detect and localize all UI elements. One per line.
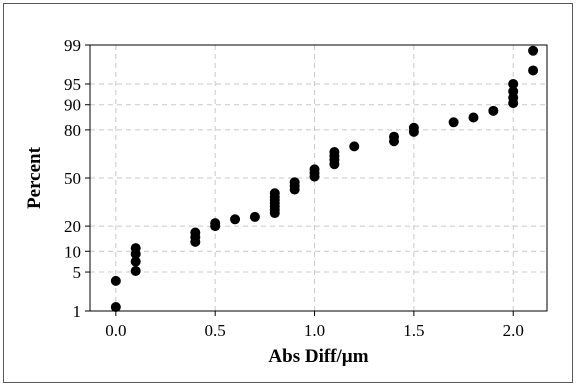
- y-tick-label: 20: [64, 217, 81, 236]
- y-tick-label: 10: [64, 242, 81, 261]
- y-tick-label: 99: [64, 36, 81, 55]
- x-axis-label: Abs Diff/µm: [268, 346, 368, 367]
- data-point: [349, 141, 360, 152]
- y-tick-label: 1: [73, 302, 82, 321]
- data-point: [110, 275, 121, 286]
- data-point: [528, 65, 539, 76]
- x-tick-label: 1.0: [304, 321, 325, 340]
- y-tick-label: 80: [64, 121, 81, 140]
- data-point: [269, 188, 280, 199]
- data-point: [110, 302, 121, 313]
- data-point: [309, 164, 320, 175]
- x-tick-label: 0.5: [205, 321, 226, 340]
- y-tick-label: 90: [64, 96, 81, 115]
- data-point: [408, 122, 419, 133]
- y-tick-label: 50: [64, 169, 81, 188]
- x-tick-label: 0.0: [105, 321, 126, 340]
- x-tick-label: 2.0: [503, 321, 524, 340]
- data-point: [389, 131, 400, 142]
- data-point: [329, 147, 340, 158]
- y-tick-label: 95: [64, 75, 81, 94]
- data-point: [508, 86, 519, 97]
- data-point: [528, 45, 539, 56]
- data-points: [110, 45, 539, 313]
- data-point: [468, 112, 479, 123]
- data-point: [448, 117, 459, 128]
- chart-frame: [3, 3, 573, 383]
- data-point: [130, 256, 141, 267]
- data-point: [249, 211, 260, 222]
- data-point: [190, 227, 201, 238]
- y-tick-label: 5: [73, 263, 82, 282]
- data-point: [488, 105, 499, 116]
- data-point: [508, 78, 519, 89]
- data-point: [210, 218, 221, 229]
- tick-layer: 0.0 0.5 1.0 1.5 2.0 1 5 10 20 50 80 90 95 99: [64, 36, 524, 340]
- data-point: [230, 214, 241, 225]
- data-point: [130, 243, 141, 254]
- data-point: [130, 265, 141, 276]
- x-tick-label: 1.5: [403, 321, 424, 340]
- data-point: [289, 177, 300, 188]
- y-axis-label: Percent: [24, 146, 45, 209]
